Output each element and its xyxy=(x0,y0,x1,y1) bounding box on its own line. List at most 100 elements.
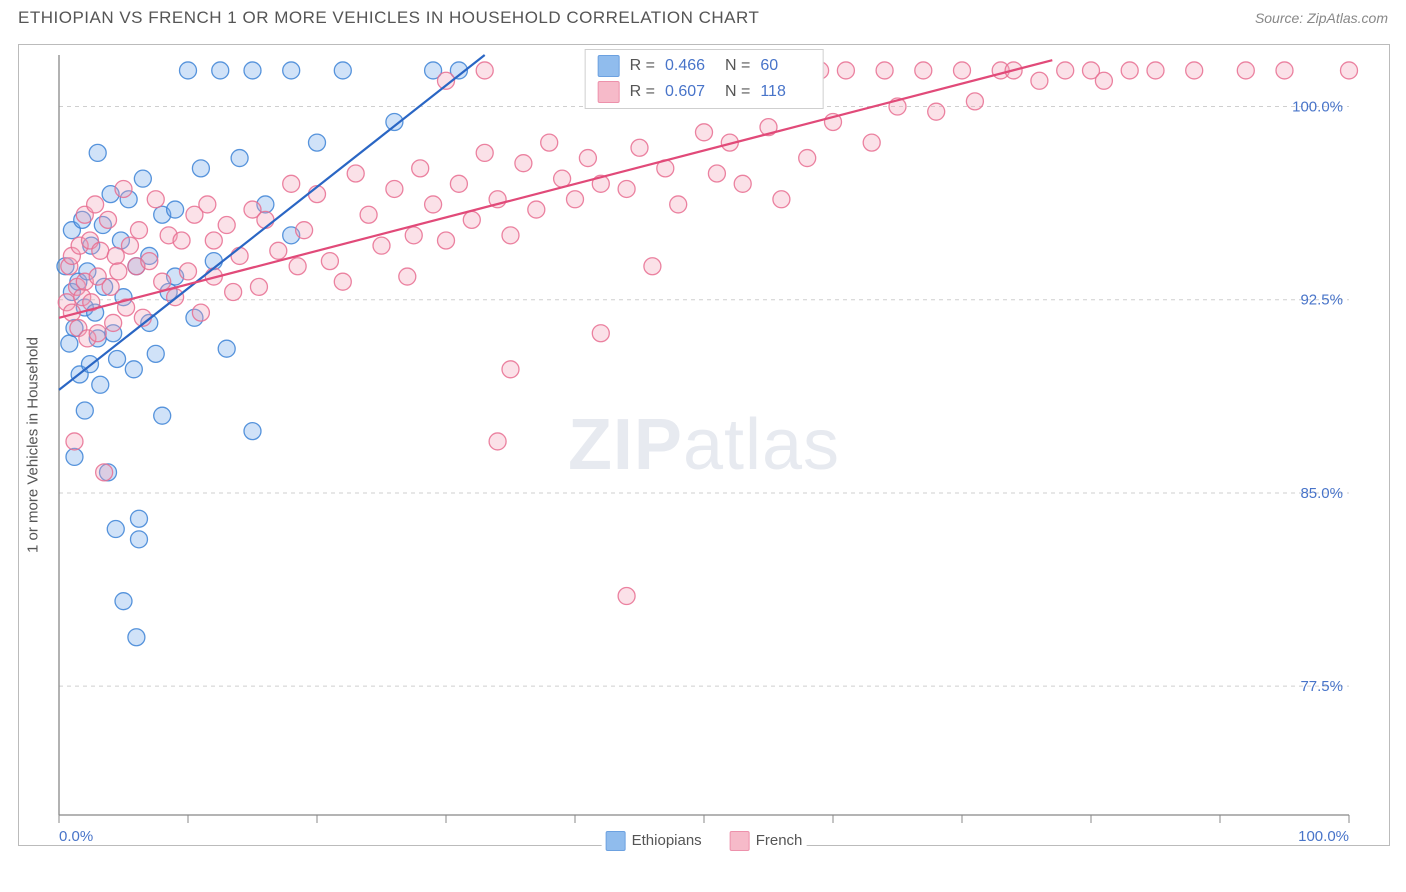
y-tick-label: 77.5% xyxy=(1300,678,1343,695)
french-point xyxy=(1095,72,1112,89)
french-point xyxy=(541,134,558,151)
ethiopians-trendline xyxy=(59,55,485,390)
french-point xyxy=(928,103,945,120)
stat-swatch-icon xyxy=(598,81,620,103)
stat-r-value: 0.466 xyxy=(665,57,715,75)
french-point xyxy=(567,191,584,208)
chart-title: ETHIOPIAN VS FRENCH 1 OR MORE VEHICLES I… xyxy=(18,8,759,27)
french-point xyxy=(105,314,122,331)
ethiopians-point xyxy=(334,62,351,79)
y-tick-label: 85.0% xyxy=(1300,485,1343,502)
french-point xyxy=(87,196,104,213)
ethiopians-point xyxy=(61,335,78,352)
y-tick-label: 100.0% xyxy=(1292,99,1343,116)
french-point xyxy=(100,211,117,228)
french-point xyxy=(270,242,287,259)
french-point xyxy=(915,62,932,79)
french-point xyxy=(180,263,197,280)
french-point xyxy=(321,253,338,270)
french-point xyxy=(954,62,971,79)
french-point xyxy=(450,175,467,192)
french-point xyxy=(502,361,519,378)
french-point xyxy=(1237,62,1254,79)
ethiopians-point xyxy=(244,423,261,440)
ethiopians-point xyxy=(125,361,142,378)
french-point xyxy=(1186,62,1203,79)
ethiopians-point xyxy=(309,134,326,151)
ethiopians-point xyxy=(134,170,151,187)
stat-row-french: R = 0.607N = 118 xyxy=(586,79,823,105)
french-point xyxy=(476,62,493,79)
ethiopians-point xyxy=(66,448,83,465)
french-point xyxy=(554,170,571,187)
french-point xyxy=(205,232,222,249)
french-point xyxy=(192,304,209,321)
french-point xyxy=(107,247,124,264)
ethiopians-point xyxy=(89,144,106,161)
french-point xyxy=(147,191,164,208)
ethiopians-point xyxy=(107,521,124,538)
ethiopians-point xyxy=(154,407,171,424)
french-point xyxy=(773,191,790,208)
ethiopians-point xyxy=(180,62,197,79)
french-point xyxy=(296,222,313,239)
stat-row-ethiopians: R = 0.466N = 60 xyxy=(586,53,823,79)
ethiopians-point xyxy=(130,531,147,548)
source-name: ZipAtlas.com xyxy=(1307,10,1388,26)
ethiopians-point xyxy=(76,402,93,419)
french-point xyxy=(373,237,390,254)
french-point xyxy=(121,237,138,254)
stat-r-label: R = xyxy=(630,57,655,75)
french-point xyxy=(837,62,854,79)
french-point xyxy=(438,232,455,249)
french-point xyxy=(154,273,171,290)
ethiopians-point xyxy=(92,376,109,393)
french-point xyxy=(257,211,274,228)
french-point xyxy=(347,165,364,182)
french-point xyxy=(528,201,545,218)
french-point xyxy=(579,150,596,167)
ethiopians-point xyxy=(109,351,126,368)
stat-swatch-icon xyxy=(598,55,620,77)
source-credit: Source: ZipAtlas.com xyxy=(1255,10,1388,26)
y-tick-label: 92.5% xyxy=(1300,292,1343,309)
french-point xyxy=(1031,72,1048,89)
french-point xyxy=(399,268,416,285)
ethiopians-point xyxy=(231,150,248,167)
french-point xyxy=(618,180,635,197)
french-point xyxy=(863,134,880,151)
french-point xyxy=(89,325,106,342)
french-point xyxy=(476,144,493,161)
french-point xyxy=(360,206,377,223)
x-tick-label: 0.0% xyxy=(59,828,93,845)
french-point xyxy=(696,124,713,141)
french-point xyxy=(1341,62,1358,79)
french-point xyxy=(218,217,235,234)
ethiopians-point xyxy=(244,62,261,79)
legend-label: Ethiopians xyxy=(632,832,702,849)
french-point xyxy=(708,165,725,182)
french-point xyxy=(670,196,687,213)
french-point xyxy=(96,464,113,481)
stat-n-label: N = xyxy=(725,83,750,101)
french-point xyxy=(502,227,519,244)
ethiopians-point xyxy=(128,629,145,646)
french-point xyxy=(592,325,609,342)
french-point xyxy=(1147,62,1164,79)
ethiopians-point xyxy=(218,340,235,357)
french-point xyxy=(876,62,893,79)
french-point xyxy=(966,93,983,110)
french-point xyxy=(102,278,119,295)
french-point xyxy=(734,175,751,192)
ethiopians-point xyxy=(115,593,132,610)
french-point xyxy=(231,247,248,264)
french-point xyxy=(1276,62,1293,79)
ethiopians-point xyxy=(167,201,184,218)
legend-item-french: French xyxy=(730,831,803,851)
french-point xyxy=(1057,62,1074,79)
stat-r-label: R = xyxy=(630,83,655,101)
french-point xyxy=(405,227,422,244)
french-point xyxy=(199,196,216,213)
legend: Ethiopians French xyxy=(602,831,807,851)
french-point xyxy=(141,253,158,270)
